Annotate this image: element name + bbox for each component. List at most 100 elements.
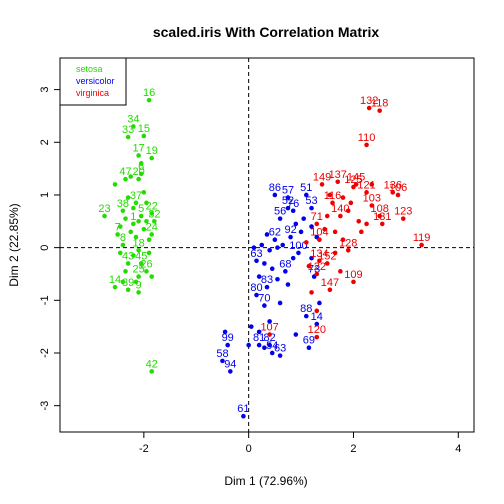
data-point [314,308,320,314]
point-label: 18 [132,237,144,249]
data-point [149,274,155,279]
data-point [264,284,270,290]
point-label: 76 [287,198,299,210]
data-point [304,240,309,245]
data-point [112,182,118,187]
point-label: 132 [360,95,378,107]
data-point [262,261,267,266]
point-label: 147 [321,277,339,289]
point-label: 23 [98,203,110,215]
data-point [317,300,322,306]
data-point [225,342,230,348]
x-axis-label: Dim 1 (72.96%) [224,474,307,488]
point-label: 106 [389,182,407,194]
y-tick-label: 3 [39,87,51,93]
data-point [395,192,401,198]
point-label: 63 [250,248,262,260]
point-label: 47 [119,166,131,178]
data-point [102,213,107,219]
data-point [285,205,291,211]
point-label: 145 [347,171,365,183]
point-label: 45 [135,250,147,262]
data-point [269,350,275,356]
data-point [275,245,280,250]
data-point [301,216,306,221]
data-point [256,342,262,348]
data-point [377,213,382,219]
data-point [319,182,325,187]
chart-title: scaled.iris With Correlation Matrix [153,24,379,40]
point-label: 116 [324,190,342,202]
data-point [138,213,144,219]
y-tick-label: -1 [39,295,51,305]
data-point [149,369,155,374]
data-point [123,269,128,274]
data-point [128,229,134,235]
data-point [317,258,322,264]
legend: setosa versicolor virginica [59,57,127,106]
data-point [264,232,270,237]
point-label: 25 [132,264,144,276]
data-point [314,271,320,277]
point-label: 99 [222,332,234,344]
data-point [144,200,149,206]
point-label: 17 [132,142,144,154]
point-label: 149 [313,171,331,183]
x-tick-label: 2 [350,443,356,455]
data-point [222,329,228,335]
data-point [340,195,346,200]
point-label: 62 [269,227,281,239]
data-point [251,245,257,250]
data-point [283,269,288,274]
point-label: 136 [384,179,402,191]
data-point [275,276,280,282]
y-axis-label: Dim 2 (22.85%) [7,203,21,286]
data-point [400,216,406,221]
legend-entry-versicolor: versicolor [76,76,115,86]
point-label: 137 [329,169,347,181]
point-label: 43 [122,250,134,262]
x-tick-label: 0 [246,443,252,455]
plot-frame [59,57,475,433]
data-point [327,287,333,293]
data-point [120,279,126,285]
data-point [356,218,362,224]
point-label: 6 [138,161,144,173]
y-tick-label: -3 [39,401,51,411]
data-point [338,213,343,219]
data-point [267,247,272,253]
point-label: 53 [305,195,317,207]
data-point [277,300,283,306]
point-label: 82 [263,332,275,344]
data-point [366,105,372,111]
data-point [304,313,309,319]
point-label: 123 [394,206,412,218]
legend-box [59,57,127,106]
data-point [290,208,296,214]
data-point [288,234,293,240]
point-label: 16 [143,87,155,99]
data-point [293,221,299,227]
data-point [351,184,356,190]
data-point [256,274,262,279]
data-point [125,261,131,266]
point-label: 107 [260,322,278,334]
data-point [152,218,157,224]
data-point [123,216,128,221]
data-point [314,221,320,227]
data-point [117,250,123,256]
data-point [369,182,375,187]
data-point [324,213,330,219]
point-label: 56 [274,206,286,218]
data-point [141,133,147,139]
data-point [136,176,141,182]
point-label: 69 [303,335,315,347]
data-point [133,234,139,240]
point-label: 86 [269,182,281,194]
point-label: 120 [308,324,326,336]
data-point [369,203,375,208]
data-point [131,253,136,258]
point-label: 14 [311,311,323,323]
